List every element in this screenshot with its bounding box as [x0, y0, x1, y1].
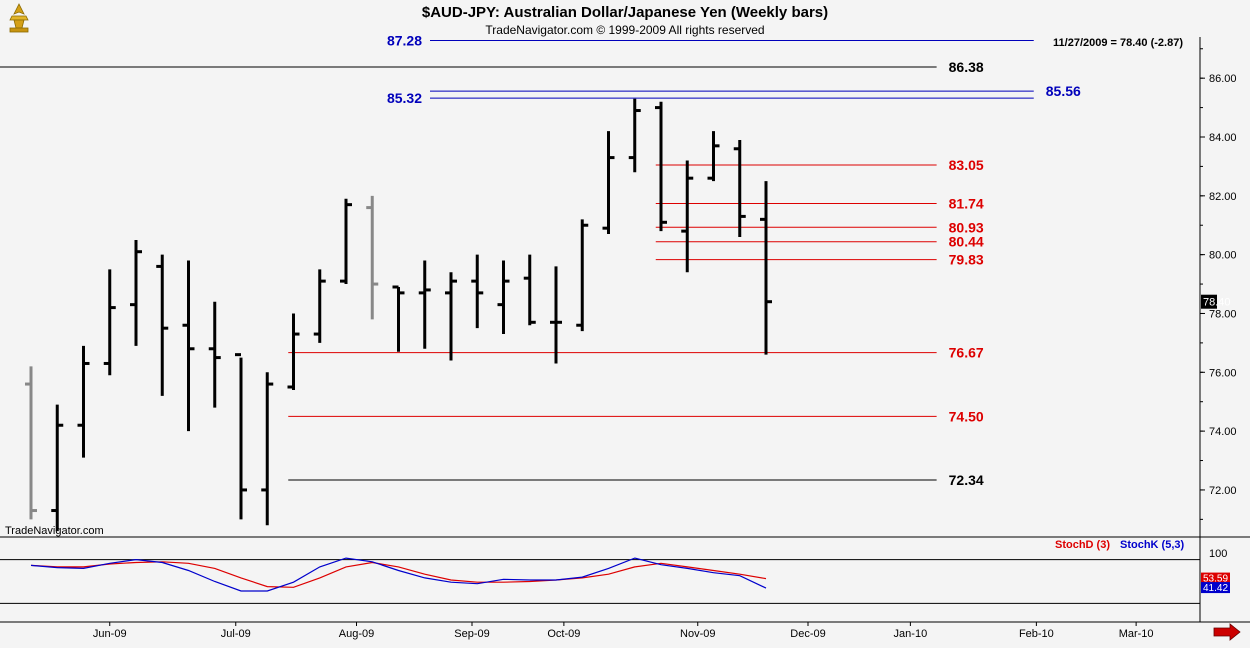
- ohlc-bar: [550, 266, 562, 364]
- ohlc-bar: [471, 254, 484, 329]
- ohlc-bar: [235, 353, 247, 520]
- ohlc-bar: [51, 404, 64, 532]
- ohlc-bar: [340, 198, 352, 285]
- time-tick-label: Jun-09: [93, 628, 127, 640]
- stoch-k-legend: StochK (5,3): [1120, 539, 1185, 551]
- time-tick-label: Sep-09: [454, 628, 489, 640]
- price-tick-label: 76.00: [1209, 367, 1237, 379]
- time-tick-label: Aug-09: [339, 628, 374, 640]
- copyright-text: TradeNavigator.com © 1999-2009 All right…: [485, 23, 764, 37]
- time-tick-label: Jul-09: [221, 628, 251, 640]
- ohlc-bar: [760, 181, 772, 355]
- stoch-k-value: 41.42: [1203, 583, 1228, 594]
- price-tick-label: 78.00: [1209, 308, 1237, 320]
- ohlc-bar: [576, 219, 589, 332]
- stoch-k-value-box: [1201, 582, 1230, 594]
- ohlc-bar: [287, 313, 300, 390]
- level-label: 81.74: [949, 195, 984, 211]
- ohlc-bars: [25, 98, 772, 532]
- ohlc-bar: [733, 139, 746, 237]
- level-label: 85.32: [387, 90, 422, 106]
- price-tick-label: 74.00: [1209, 426, 1237, 438]
- stoch-d-legend: StochD (3): [1055, 539, 1110, 551]
- chart-title: $AUD-JPY: Australian Dollar/Japanese Yen…: [422, 4, 828, 21]
- stoch-d-line: [30, 561, 767, 588]
- time-tick-label: Mar-10: [1119, 628, 1154, 640]
- price-tick-label: 82.00: [1209, 191, 1237, 203]
- level-label: 76.67: [949, 345, 984, 361]
- level-label: 72.34: [949, 472, 984, 488]
- level-label: 87.28: [387, 33, 422, 49]
- time-axis: Jun-09 Jul-09 Aug-09 Sep-09 Oct-09 Nov-09 Dec-…: [93, 622, 1154, 640]
- level-label: 85.56: [1046, 83, 1081, 99]
- ohlc-bar: [77, 345, 90, 458]
- last-quote-text: 11/27/2009 = 78.40 (-2.87): [1053, 37, 1183, 49]
- ohlc-bar: [261, 372, 274, 526]
- ohlc-bar: [497, 260, 510, 335]
- ohlc-bar: [366, 195, 379, 320]
- stoch-d-value-box: [1201, 572, 1230, 584]
- ohlc-bar: [392, 285, 405, 352]
- stoch-d-value: 53.59: [1203, 574, 1228, 585]
- level-label: 86.38: [949, 59, 984, 75]
- price-tick-label: 84.00: [1209, 132, 1237, 144]
- scroll-right-arrow-icon[interactable]: [1213, 623, 1241, 641]
- time-tick-label: Jan-10: [894, 628, 928, 640]
- ohlc-bar: [602, 131, 615, 235]
- level-label: 79.83: [949, 252, 984, 268]
- price-levels: 87.28 86.38 85.56 85.32 83.05 81.74 80.9380.44…: [0, 33, 1081, 488]
- last-price-label: 78.40: [1203, 297, 1231, 309]
- level-label: 80.93: [949, 219, 984, 235]
- watermark-text: TradeNavigator.com: [5, 525, 104, 537]
- ohlc-bar: [681, 160, 694, 273]
- last-price-marker: 78.40: [1201, 294, 1231, 309]
- ohlc-bar: [182, 260, 195, 432]
- time-tick-label: Feb-10: [1019, 628, 1054, 640]
- ohlc-bar: [313, 269, 326, 343]
- level-label: 74.50: [949, 408, 984, 424]
- time-tick-label: Dec-09: [790, 628, 825, 640]
- time-tick-label: Nov-09: [680, 628, 715, 640]
- price-tick-label: 72.00: [1209, 485, 1237, 497]
- ohlc-bar: [130, 239, 142, 346]
- ohlc-bar: [156, 254, 169, 396]
- ohlc-bar: [628, 98, 641, 173]
- price-axis: 72.00 74.00 76.00 78.00 80.00 82.00 84.00 86.00: [1200, 48, 1237, 520]
- ohlc-bar: [445, 272, 457, 361]
- logo-icon[interactable]: [4, 2, 34, 34]
- price-tick-label: 80.00: [1209, 250, 1237, 262]
- ohlc-bar: [25, 366, 37, 520]
- ohlc-bar: [208, 301, 221, 408]
- stoch-k-line: [30, 557, 767, 592]
- ohlc-bar: [707, 131, 720, 182]
- ohlc-bar: [523, 254, 536, 326]
- ohlc-bar: [103, 269, 116, 376]
- level-label: 80.44: [949, 234, 984, 250]
- price-tick-label: 86.00: [1209, 73, 1237, 85]
- stoch-axis-label: 100: [1209, 548, 1227, 560]
- level-label: 83.05: [949, 157, 984, 173]
- ohlc-bar: [418, 260, 431, 349]
- ohlc-bar: [655, 101, 667, 232]
- time-tick-label: Oct-09: [547, 628, 580, 640]
